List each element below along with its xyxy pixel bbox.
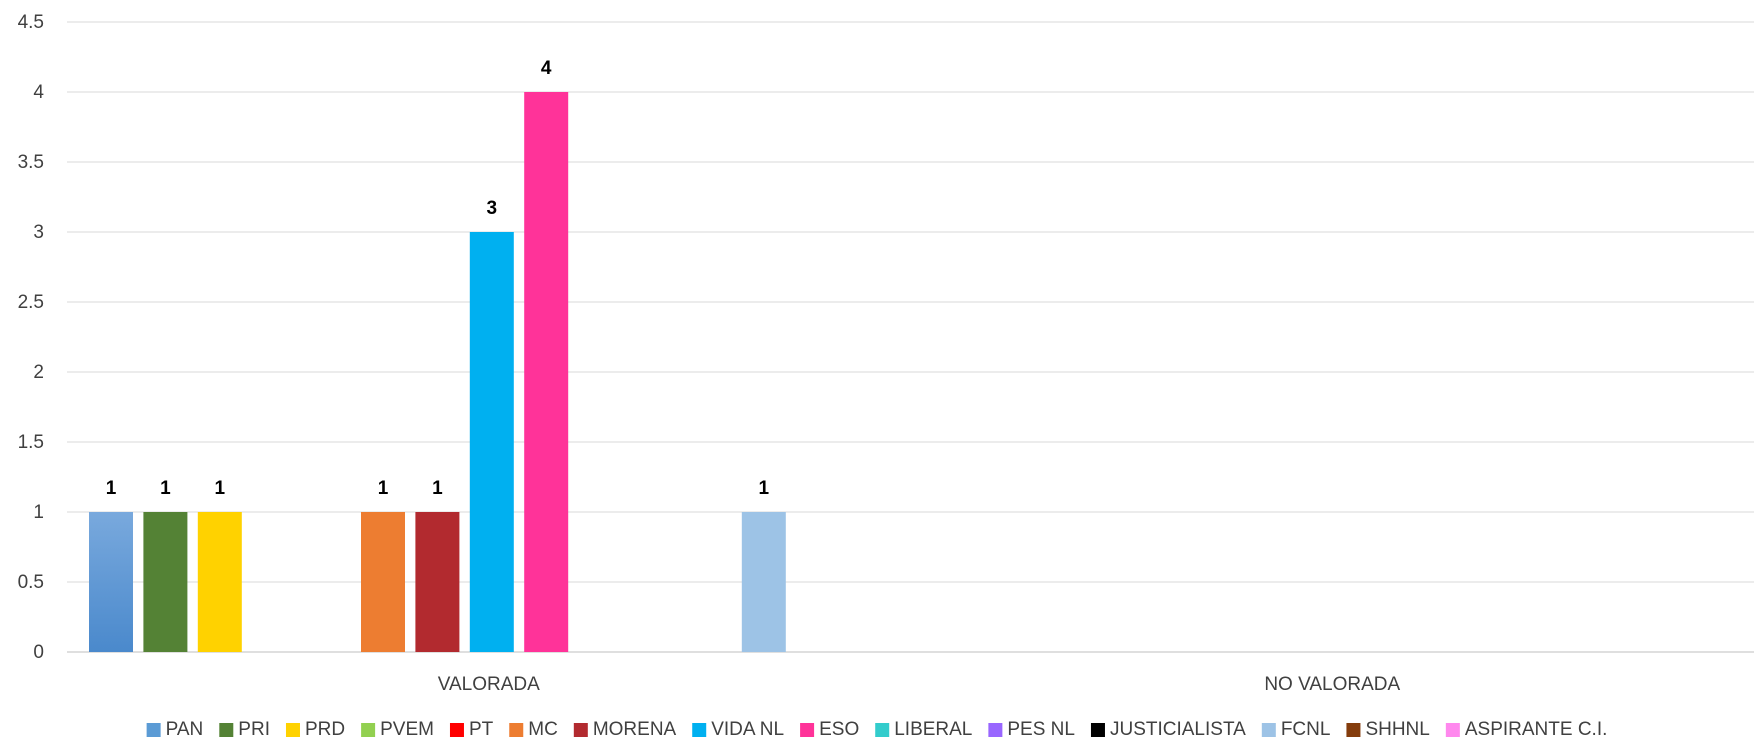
y-tick-label: 2.5 [18,292,44,313]
legend-label: PRI [238,719,270,740]
legend-label: PT [469,719,494,740]
legend-label: JUSTICIALISTA [1110,719,1246,740]
legend: PAN PRI PRD PVEM PT MC MORENA VIDA NL ESO LIBERAL… [146,719,1608,740]
legend-swatch [800,723,815,737]
legend-swatch [146,723,161,737]
legend-swatch [285,723,300,737]
data-label: 4 [541,58,552,79]
x-category-label: VALORADA [438,674,540,695]
legend-label: MC [528,719,558,740]
legend-item-pvem: PVEM [361,719,434,740]
legend-item-pes-nl: PES NL [988,719,1075,740]
y-tick-label: 4 [33,82,44,103]
bar-pri-0 [143,512,188,652]
bar-prd-0 [197,512,242,652]
data-label: 1 [432,478,443,499]
y-tick-label: 0 [33,642,44,663]
legend-swatch [219,723,234,737]
legend-label: PRD [305,719,345,740]
legend-swatch [573,723,588,737]
legend-label: FCNL [1281,719,1331,740]
x-axis: VALORADA NO VALORADA [438,674,1401,695]
data-label: 1 [215,478,226,499]
data-label: 1 [160,478,171,499]
y-tick-label: 1.5 [18,432,44,453]
legend-item-mc: MC [509,719,558,740]
y-tick-label: 2 [33,362,44,383]
legend-label: ESO [819,719,859,740]
legend-item-justicialista: JUSTICIALISTA [1090,719,1246,740]
bar-morena-0 [415,512,460,652]
x-category-label: NO VALORADA [1264,674,1400,695]
data-label: 1 [759,478,770,499]
gridlines [67,21,1754,653]
legend-item-vida-nl: VIDA NL [692,719,784,740]
legend-swatch [988,723,1003,737]
data-labels: 1 1 1 1 1 3 4 1 [106,58,770,499]
legend-item-pri: PRI [219,719,270,740]
legend-swatch [692,723,707,737]
bar-pan-0 [89,512,133,652]
bar-vida-nl-0 [469,232,514,652]
data-label: 1 [378,478,389,499]
legend-swatch [875,723,890,737]
legend-item-liberal: LIBERAL [875,719,972,740]
y-tick-label: 0.5 [18,572,44,593]
y-tick-label: 3.5 [18,152,44,173]
bars [89,92,786,652]
legend-item-fcnl: FCNL [1261,719,1331,740]
legend-swatch [1445,723,1460,737]
y-tick-label: 4.5 [18,12,44,33]
bar-mc-0 [361,512,405,652]
legend-item-morena: MORENA [573,719,677,740]
legend-item-pan: PAN [146,719,204,740]
legend-swatch [1261,723,1276,737]
legend-label: VIDA NL [711,719,784,740]
legend-label: PES NL [1007,719,1075,740]
y-tick-label: 1 [33,502,44,523]
bar-eso-0 [524,92,569,652]
legend-label: PVEM [380,719,434,740]
y-axis: 0 0.5 1 1.5 2 2.5 3 3.5 4 4.5 [18,12,45,663]
y-tick-label: 3 [33,222,44,243]
legend-label: MORENA [593,719,677,740]
legend-item-eso: ESO [800,719,859,740]
legend-item-shhnl: SHHNL [1346,719,1430,740]
legend-swatch [1090,723,1105,737]
legend-swatch [361,723,376,737]
data-label: 3 [487,198,498,219]
legend-item-aspirante-c-i: ASPIRANTE C.I. [1445,719,1608,740]
legend-label: PAN [166,719,204,740]
legend-label: SHHNL [1365,719,1429,740]
legend-item-prd: PRD [285,719,345,740]
data-label: 1 [106,478,117,499]
bar-fcnl-0 [741,512,786,652]
legend-swatch [449,723,464,737]
legend-swatch [1346,723,1361,737]
legend-swatch [509,723,524,737]
legend-label: LIBERAL [894,719,972,740]
legend-label: ASPIRANTE C.I. [1465,719,1608,740]
legend-item-pt: PT [449,719,494,740]
